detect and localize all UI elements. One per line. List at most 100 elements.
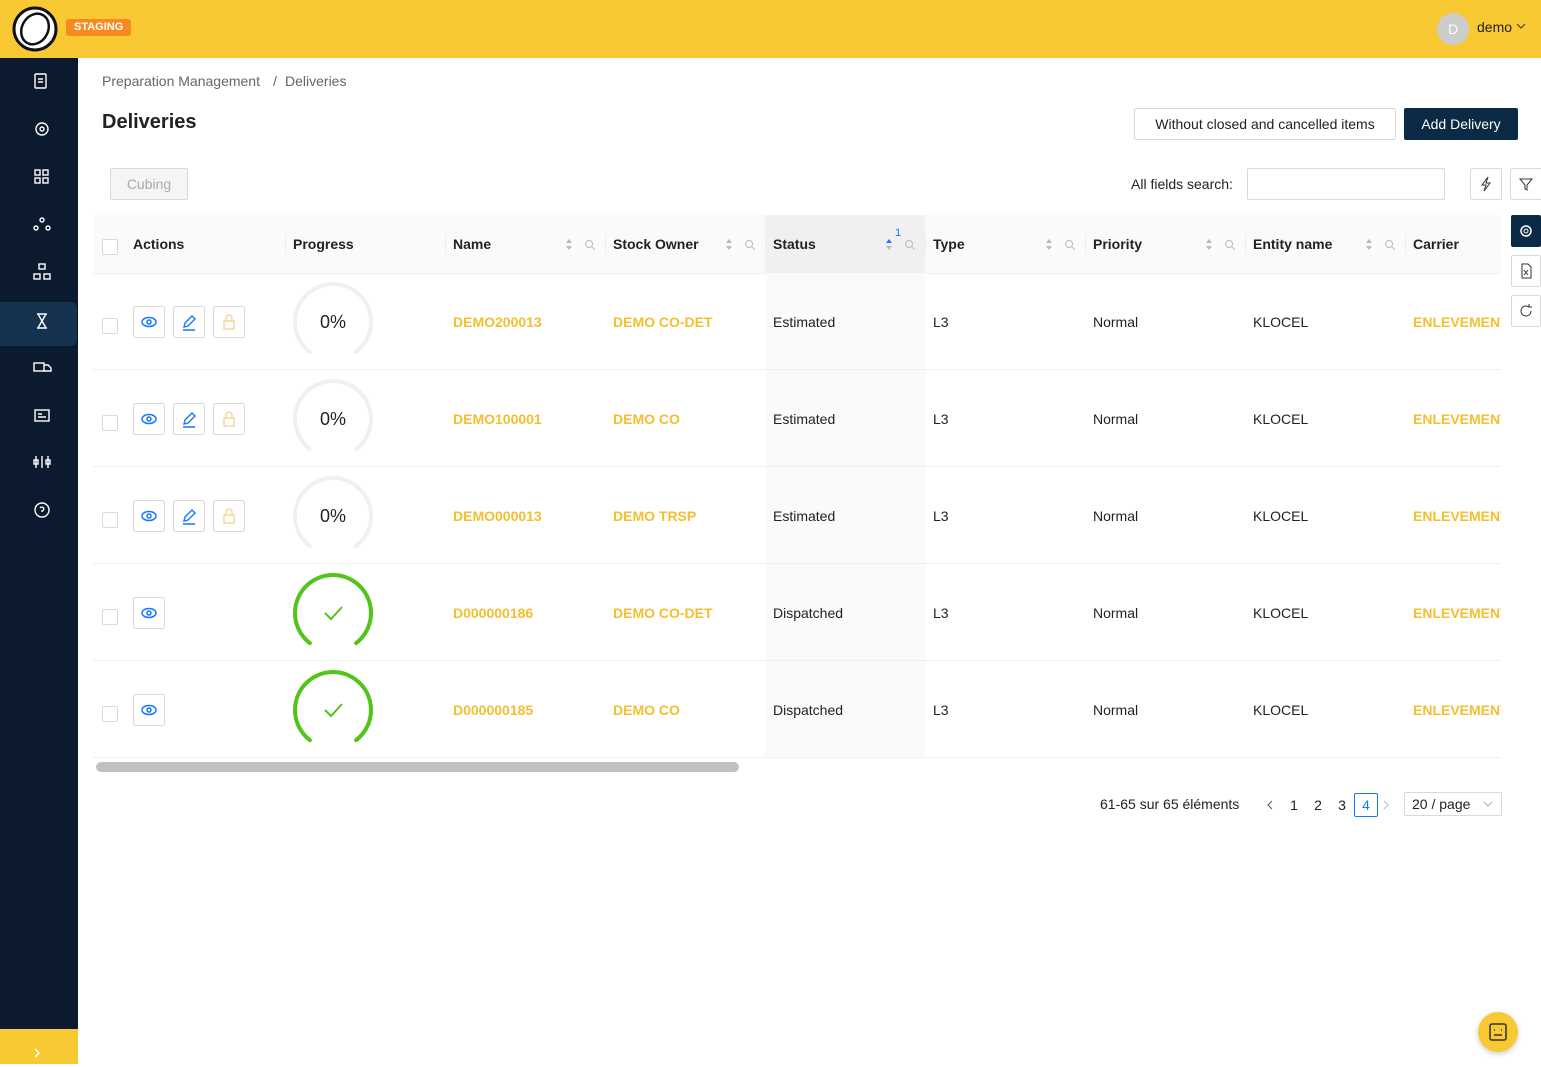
carrier-cell[interactable]: ENLEVEMENT (1413, 507, 1501, 524)
edit-button[interactable] (173, 305, 205, 338)
column-divider (1405, 235, 1406, 253)
row-checkbox[interactable] (102, 705, 118, 722)
carrier-cell[interactable]: ENLEVEMENT (1413, 410, 1501, 427)
pupil (146, 415, 152, 422)
next-page[interactable] (1378, 794, 1394, 816)
name-cell[interactable]: D000000186 (453, 604, 534, 621)
name-cell[interactable]: DEMO000013 (453, 507, 542, 524)
row-checkbox[interactable] (102, 511, 118, 528)
view-button[interactable] (133, 596, 165, 629)
column-divider (285, 235, 286, 253)
stock-owner-cell[interactable]: DEMO TRSP (613, 507, 697, 524)
search-icon-handle (1231, 246, 1235, 250)
sort-up (566, 239, 572, 243)
pupil (146, 318, 152, 325)
cubing-button[interactable]: Cubing (110, 168, 188, 200)
lock-body (223, 513, 235, 524)
filter-icon-button[interactable] (1510, 168, 1541, 200)
progress-arc (293, 669, 373, 742)
stock-owner-cell[interactable]: DEMO CO (613, 410, 680, 427)
filter-button[interactable]: Without closed and cancelled items (1134, 108, 1396, 140)
carrier-cell[interactable]: ENLEVEMENT (1413, 701, 1501, 718)
row-checkbox[interactable] (102, 239, 118, 255)
sidebar (0, 58, 78, 1064)
status-cell: Estimated (773, 507, 836, 524)
priority-cell: Normal (1093, 313, 1139, 330)
page-number[interactable]: 2 (1314, 797, 1322, 813)
type-cell: L3 (933, 313, 949, 330)
search-icon (1065, 240, 1073, 248)
page-number[interactable]: 4 (1354, 793, 1378, 817)
progress-track (293, 475, 373, 548)
settings-button[interactable] (1511, 215, 1541, 247)
search-input[interactable] (1247, 168, 1445, 200)
sidebar-toggle[interactable] (0, 1029, 78, 1064)
nav-icons[interactable] (30, 70, 54, 550)
lock-button[interactable] (213, 402, 245, 435)
page-size-select[interactable]: 20 / page (1404, 792, 1502, 816)
row-divider (93, 466, 1501, 467)
avatar[interactable]: D (1437, 13, 1469, 45)
carrier-cell[interactable]: ENLEVEMENT (1413, 313, 1501, 330)
breadcrumb-parent[interactable]: Preparation Management (102, 73, 260, 89)
lock-button[interactable] (213, 305, 245, 338)
pupil (146, 512, 152, 519)
add-button[interactable]: Add Delivery (1404, 108, 1518, 140)
name-cell[interactable]: D000000185 (453, 701, 534, 718)
column-header[interactable]: Entity name (1253, 236, 1333, 252)
sort-down (1366, 246, 1372, 250)
column-header[interactable]: Name (453, 236, 492, 252)
view-button[interactable] (133, 402, 165, 435)
priority-cell: Normal (1093, 701, 1139, 718)
view-button[interactable] (133, 499, 165, 532)
page-number[interactable]: 3 (1338, 797, 1346, 813)
view-button[interactable] (133, 305, 165, 338)
row-checkbox[interactable] (102, 414, 118, 431)
progress-gauge: 0% (293, 378, 373, 451)
entity-name-cell: KLOCEL (1253, 313, 1309, 330)
chat-button[interactable] (1478, 1012, 1518, 1052)
button-frame (173, 499, 205, 532)
search-icon-handle (591, 246, 595, 250)
select-caret (1483, 801, 1493, 807)
priority-cell: Normal (1093, 507, 1139, 524)
user-name[interactable]: demo (1477, 19, 1513, 35)
row-checkbox[interactable] (102, 608, 118, 625)
name-cell[interactable]: DEMO200013 (453, 313, 542, 330)
search-icon-handle (911, 246, 915, 250)
stock-owner-cell[interactable]: DEMO CO (613, 701, 680, 718)
view-button[interactable] (133, 693, 165, 726)
column-divider (605, 235, 606, 253)
edit-button[interactable] (173, 402, 205, 435)
button-frame (213, 305, 245, 338)
refresh-button[interactable] (1511, 295, 1541, 327)
sort-icons (1206, 239, 1235, 250)
column-header[interactable]: Status (773, 236, 816, 252)
stock-owner-cell[interactable]: DEMO CO-DET (613, 313, 713, 330)
eye (141, 413, 157, 424)
search-icon (1385, 240, 1393, 248)
logo[interactable] (12, 6, 60, 54)
column-header: Carrier (1413, 236, 1459, 252)
progress-gauge (293, 669, 373, 742)
name-cell[interactable]: DEMO100001 (453, 410, 542, 427)
sort-icons (886, 239, 915, 250)
lock-button[interactable] (213, 499, 245, 532)
quick-filter-button[interactable] (1470, 168, 1502, 200)
column-header[interactable]: Type (933, 236, 965, 252)
column-header[interactable]: Stock Owner (613, 236, 699, 252)
prev-page[interactable] (1262, 794, 1278, 816)
page-number[interactable]: 1 (1290, 797, 1298, 813)
search-label: All fields search: (1131, 176, 1233, 192)
edit-button[interactable] (173, 499, 205, 532)
scrollbar[interactable] (96, 762, 739, 772)
row-divider (93, 563, 1501, 564)
export-button[interactable] (1511, 255, 1541, 287)
stock-owner-cell[interactable]: DEMO CO-DET (613, 604, 713, 621)
button-frame (213, 402, 245, 435)
row-checkbox[interactable] (102, 317, 118, 334)
status-cell: Estimated (773, 410, 836, 427)
carrier-cell[interactable]: ENLEVEMENT (1413, 604, 1501, 621)
sort-up (726, 239, 732, 243)
column-header[interactable]: Priority (1093, 236, 1143, 252)
